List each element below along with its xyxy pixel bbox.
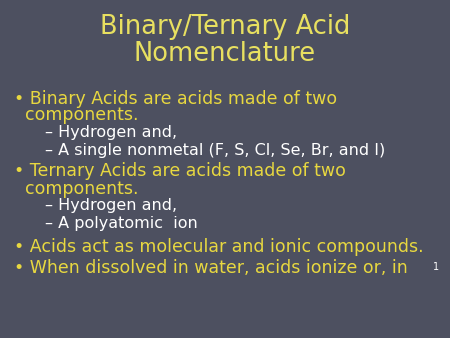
Text: – Hydrogen and,: – Hydrogen and, (45, 198, 177, 213)
Text: components.: components. (25, 180, 138, 198)
Text: – A polyatomic  ion: – A polyatomic ion (45, 216, 198, 231)
Text: • Acids act as molecular and ionic compounds.: • Acids act as molecular and ionic compo… (14, 238, 423, 256)
Text: components.: components. (25, 106, 138, 124)
Text: • When dissolved in water, acids ionize or, in: • When dissolved in water, acids ionize … (14, 259, 407, 276)
Text: Binary/Ternary Acid: Binary/Ternary Acid (100, 14, 350, 40)
Text: Nomenclature: Nomenclature (134, 41, 316, 67)
Text: – Hydrogen and,: – Hydrogen and, (45, 125, 177, 140)
Text: 1: 1 (432, 262, 439, 272)
Text: • Binary Acids are acids made of two: • Binary Acids are acids made of two (14, 90, 337, 107)
Text: • Ternary Acids are acids made of two: • Ternary Acids are acids made of two (14, 162, 346, 180)
Text: – A single nonmetal (F, S, Cl, Se, Br, and I): – A single nonmetal (F, S, Cl, Se, Br, a… (45, 143, 385, 158)
